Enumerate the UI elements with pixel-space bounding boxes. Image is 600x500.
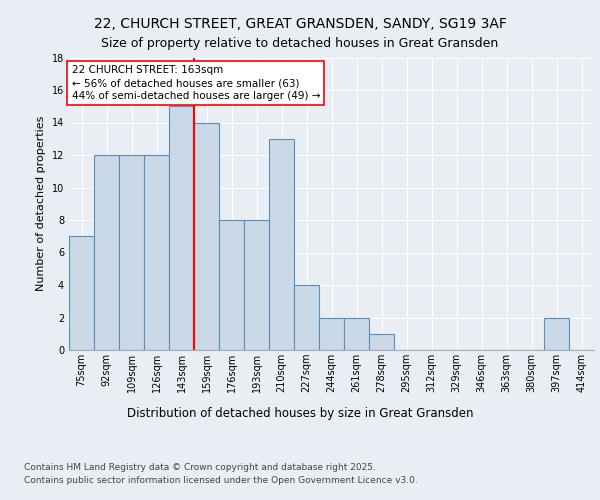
Bar bbox=[169, 106, 194, 350]
Text: Contains public sector information licensed under the Open Government Licence v3: Contains public sector information licen… bbox=[24, 476, 418, 485]
Bar bbox=[369, 334, 394, 350]
Text: Size of property relative to detached houses in Great Gransden: Size of property relative to detached ho… bbox=[101, 38, 499, 51]
Text: Contains HM Land Registry data © Crown copyright and database right 2025.: Contains HM Land Registry data © Crown c… bbox=[24, 462, 376, 471]
Bar bbox=[244, 220, 269, 350]
Text: Distribution of detached houses by size in Great Gransden: Distribution of detached houses by size … bbox=[127, 408, 473, 420]
Bar bbox=[294, 285, 319, 350]
Bar bbox=[319, 318, 344, 350]
Text: 22, CHURCH STREET, GREAT GRANSDEN, SANDY, SG19 3AF: 22, CHURCH STREET, GREAT GRANSDEN, SANDY… bbox=[94, 18, 506, 32]
Text: 22 CHURCH STREET: 163sqm
← 56% of detached houses are smaller (63)
44% of semi-d: 22 CHURCH STREET: 163sqm ← 56% of detach… bbox=[71, 65, 320, 101]
Bar bbox=[269, 138, 294, 350]
Bar bbox=[544, 318, 569, 350]
Bar bbox=[94, 155, 119, 350]
Bar bbox=[344, 318, 369, 350]
Bar bbox=[144, 155, 169, 350]
Bar bbox=[194, 122, 219, 350]
Y-axis label: Number of detached properties: Number of detached properties bbox=[36, 116, 46, 292]
Bar bbox=[69, 236, 94, 350]
Bar bbox=[219, 220, 244, 350]
Bar bbox=[119, 155, 144, 350]
